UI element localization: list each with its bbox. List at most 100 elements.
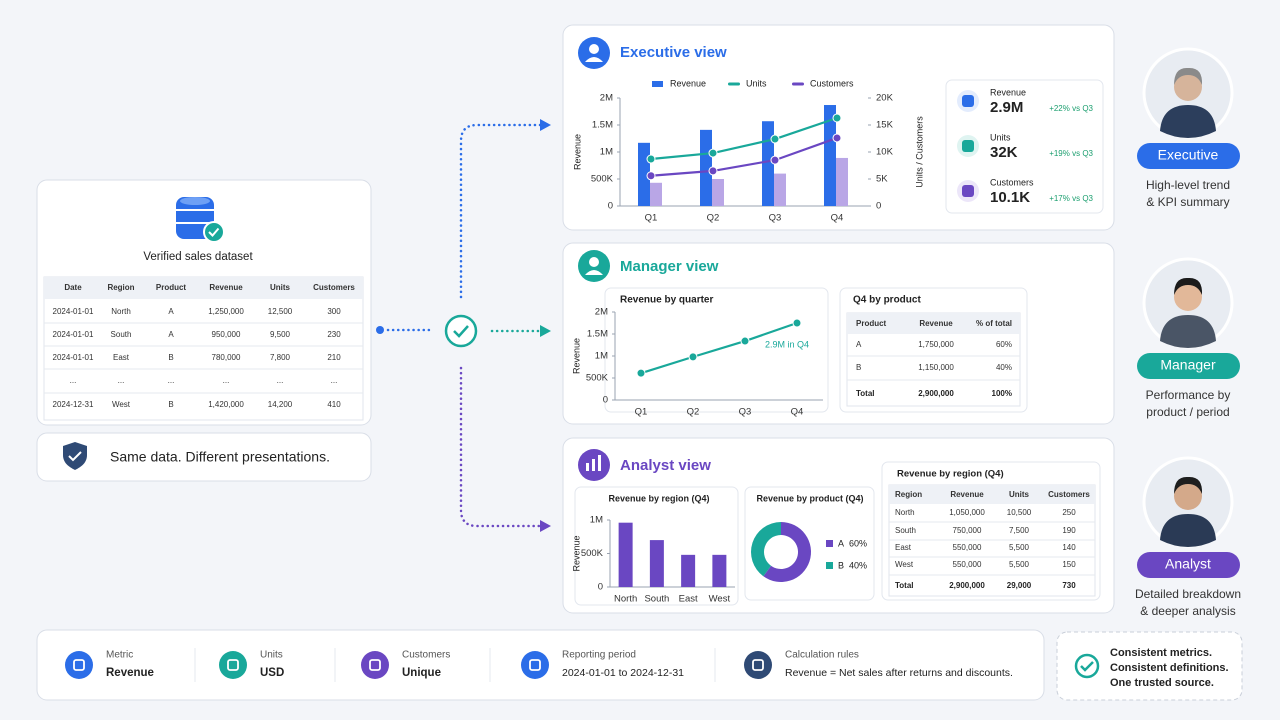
bar	[774, 173, 786, 206]
table-total: 2,900,000	[918, 389, 954, 398]
table-cell: 950,000	[212, 330, 241, 339]
table-cell: B	[168, 353, 173, 362]
table-cell: B	[168, 400, 173, 409]
y-tick-label: 0	[598, 582, 603, 593]
connectors	[376, 119, 551, 532]
x-tick-label: North	[614, 594, 637, 605]
y-tick-label: 1M	[600, 147, 613, 158]
table-cell: 12,500	[268, 307, 293, 316]
footer-icon	[65, 651, 93, 679]
table-cell: 60%	[996, 340, 1012, 349]
table-cell: 150	[1062, 560, 1076, 569]
table-cell: 7,800	[270, 353, 291, 362]
role: Analyst	[1165, 556, 1211, 572]
footer-icon-glyph	[227, 659, 239, 671]
footer-icon-glyph	[529, 659, 541, 671]
footer-icon	[361, 651, 389, 679]
series-line	[650, 136, 838, 177]
manager-title: Manager view	[620, 258, 719, 275]
kpi-value: 10.1K	[990, 189, 1030, 206]
role: Manager	[1160, 357, 1216, 373]
role-description: Performance by	[1146, 388, 1231, 402]
table-cell: West	[112, 400, 131, 409]
table-cell: North	[111, 307, 131, 316]
bar	[681, 554, 696, 587]
role-description: product / period	[1146, 405, 1229, 419]
table-cell: 2024-01-01	[53, 330, 94, 339]
x-tick-label: Q4	[791, 407, 804, 418]
pie-slice	[763, 522, 812, 583]
y2-tick-label: 0	[876, 201, 881, 212]
table-total: 2,900,000	[949, 581, 985, 590]
x-tick-label: Q1	[635, 407, 648, 418]
x-tick-label: Q2	[687, 407, 700, 418]
table-cell: ...	[331, 376, 338, 385]
executive-title: Executive view	[620, 44, 727, 61]
footer-label: Metric	[106, 650, 133, 661]
footer-value: 2024-01-01 to 2024-12-31	[562, 667, 684, 679]
table-header: Revenue	[209, 283, 243, 292]
y2-tick-label: 15K	[876, 120, 894, 131]
table-cell: 230	[327, 330, 341, 339]
table-cell: ...	[118, 376, 125, 385]
footer-label: Customers	[402, 650, 450, 661]
table-header-bg	[44, 277, 363, 299]
legend-label: Customers	[810, 78, 854, 88]
table-total: Total	[895, 581, 914, 590]
footer-icon	[219, 651, 247, 679]
table-cell: 550,000	[953, 543, 982, 552]
legend-swatch	[826, 540, 833, 547]
summary-line: One trusted source.	[1110, 677, 1214, 689]
chart-title: Revenue by quarter	[620, 295, 713, 306]
table-cell: 2024-12-31	[53, 400, 94, 409]
table-cell: A	[168, 330, 174, 339]
legend-label: Units	[746, 78, 767, 88]
table-cell: 250	[1062, 508, 1076, 517]
kpi-icon	[962, 185, 974, 197]
legend-swatch	[728, 82, 740, 86]
y-axis-label: Revenue	[572, 134, 582, 170]
y-tick-label: 1.5M	[592, 120, 613, 131]
pie-slice	[751, 522, 781, 577]
footer-icon-glyph	[752, 659, 764, 671]
table-cell: 1,250,000	[208, 307, 244, 316]
kpi-change: +22% vs Q3	[1049, 104, 1093, 113]
series-line	[650, 116, 838, 161]
role-pill	[1137, 143, 1240, 169]
chart-title: Revenue by product (Q4)	[756, 493, 863, 503]
avatar-body	[1160, 514, 1216, 547]
bar	[712, 554, 727, 587]
y-tick-label: 500K	[581, 548, 604, 559]
y-tick-label: 1M	[590, 515, 603, 526]
table-header: Revenue	[919, 319, 953, 328]
series-line-point	[740, 336, 750, 346]
data-label: 40%	[849, 560, 867, 570]
table-cell: 780,000	[212, 353, 241, 362]
footer-label: Calculation rules	[785, 650, 859, 661]
table-header: Customers	[1048, 490, 1090, 499]
table-header: Date	[64, 283, 82, 292]
y2-axis-label: Units / Customers	[914, 116, 924, 188]
y-axis-label: Revenue	[571, 535, 581, 571]
table-total: 730	[1062, 581, 1076, 590]
table-header: Units	[270, 283, 291, 292]
x-tick-label: Q4	[831, 213, 844, 224]
database-icon	[176, 197, 225, 243]
table-title: Revenue by region (Q4)	[897, 469, 1004, 480]
series-line-point	[708, 166, 718, 176]
dataset-table	[43, 276, 364, 421]
x-tick-label: Q2	[707, 213, 720, 224]
kpi-change: +19% vs Q3	[1049, 149, 1093, 158]
table-header: Product	[156, 283, 187, 292]
avatar-hair	[1174, 67, 1203, 85]
bar	[836, 157, 848, 206]
footer-icon	[744, 651, 772, 679]
kpi-icon	[962, 140, 974, 152]
bar	[712, 179, 724, 206]
y2-tick-label: 20K	[876, 93, 894, 104]
y-tick-label: 1M	[595, 351, 608, 362]
x-tick-label: Q3	[739, 407, 752, 418]
table-cell: 5,500	[1009, 543, 1030, 552]
chart-title: Revenue by region (Q4)	[608, 493, 709, 503]
